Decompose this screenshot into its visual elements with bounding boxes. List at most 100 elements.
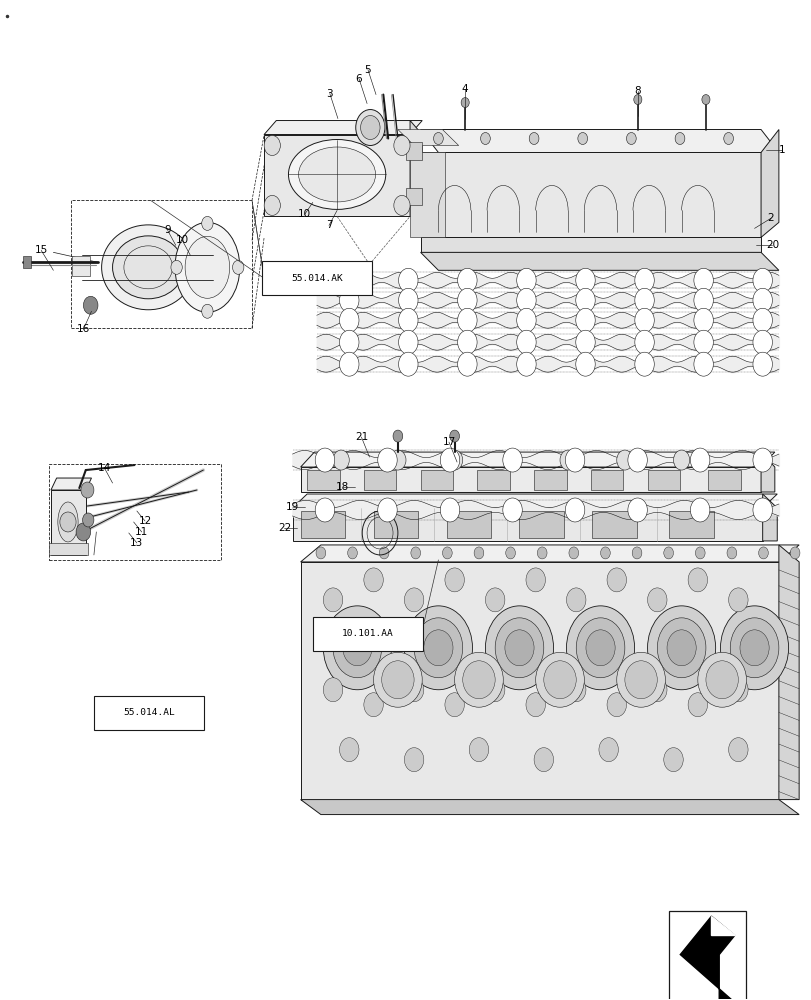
Circle shape [566, 606, 634, 690]
Ellipse shape [462, 661, 495, 699]
Circle shape [634, 352, 654, 376]
Text: 5: 5 [364, 65, 371, 75]
Circle shape [333, 450, 349, 470]
Text: 20: 20 [765, 240, 778, 250]
Circle shape [323, 678, 342, 702]
Polygon shape [410, 121, 422, 216]
Circle shape [457, 288, 477, 312]
Circle shape [516, 330, 535, 354]
Bar [300, 511, 345, 538]
Circle shape [516, 288, 535, 312]
Circle shape [339, 288, 358, 312]
Circle shape [526, 568, 545, 592]
Circle shape [398, 288, 418, 312]
Circle shape [404, 748, 423, 772]
Polygon shape [300, 467, 760, 492]
Text: 15: 15 [35, 245, 48, 255]
Text: 10: 10 [298, 209, 311, 219]
Polygon shape [680, 916, 734, 1000]
Polygon shape [300, 452, 774, 467]
Circle shape [232, 260, 243, 274]
Bar [477, 470, 509, 490]
Circle shape [433, 133, 443, 144]
Circle shape [752, 352, 771, 376]
Circle shape [752, 288, 771, 312]
Circle shape [323, 606, 391, 690]
FancyBboxPatch shape [94, 696, 204, 730]
Polygon shape [778, 545, 798, 800]
Circle shape [342, 630, 371, 666]
Circle shape [363, 568, 383, 592]
Circle shape [485, 606, 553, 690]
Polygon shape [410, 152, 444, 237]
Circle shape [689, 498, 709, 522]
Polygon shape [300, 562, 778, 800]
Polygon shape [762, 494, 776, 541]
Circle shape [444, 568, 464, 592]
Circle shape [170, 260, 182, 274]
Circle shape [607, 568, 626, 592]
Polygon shape [420, 130, 778, 152]
Ellipse shape [697, 652, 745, 707]
Polygon shape [420, 152, 760, 237]
Ellipse shape [381, 661, 414, 699]
Circle shape [315, 547, 325, 559]
Circle shape [457, 308, 477, 332]
Circle shape [446, 450, 462, 470]
Circle shape [646, 678, 666, 702]
Text: 55.014.AK: 55.014.AK [290, 274, 342, 283]
Circle shape [398, 268, 418, 292]
Circle shape [701, 95, 709, 105]
Circle shape [632, 547, 642, 559]
Polygon shape [24, 256, 32, 268]
Circle shape [339, 330, 358, 354]
Circle shape [687, 568, 706, 592]
Circle shape [377, 498, 397, 522]
Polygon shape [292, 494, 776, 508]
Circle shape [560, 450, 576, 470]
Ellipse shape [705, 661, 737, 699]
Circle shape [505, 547, 515, 559]
Circle shape [656, 618, 705, 678]
Circle shape [727, 738, 747, 762]
Circle shape [485, 678, 504, 702]
Circle shape [516, 352, 535, 376]
Text: 6: 6 [355, 74, 362, 84]
Circle shape [757, 547, 767, 559]
Circle shape [474, 547, 483, 559]
Bar [72, 256, 90, 276]
Circle shape [457, 352, 477, 376]
Circle shape [60, 512, 76, 532]
Circle shape [398, 330, 418, 354]
Circle shape [693, 268, 712, 292]
Bar [668, 511, 713, 538]
Text: 12: 12 [138, 516, 152, 526]
Circle shape [564, 448, 584, 472]
Circle shape [76, 523, 91, 541]
Polygon shape [710, 916, 734, 935]
Ellipse shape [298, 147, 375, 202]
Circle shape [726, 547, 736, 559]
Polygon shape [406, 188, 422, 205]
Circle shape [502, 448, 521, 472]
Circle shape [666, 630, 695, 666]
Ellipse shape [101, 225, 195, 310]
Circle shape [410, 547, 420, 559]
Circle shape [566, 588, 586, 612]
Circle shape [393, 136, 410, 155]
Circle shape [264, 195, 280, 215]
Bar [307, 470, 339, 490]
Circle shape [457, 268, 477, 292]
Polygon shape [292, 508, 762, 541]
FancyBboxPatch shape [261, 261, 371, 295]
Text: 21: 21 [354, 432, 367, 442]
Circle shape [575, 288, 594, 312]
Text: 7: 7 [325, 220, 332, 230]
Circle shape [693, 288, 712, 312]
Circle shape [502, 498, 521, 522]
Circle shape [689, 448, 709, 472]
Text: 10.101.AA: 10.101.AA [341, 629, 393, 638]
Circle shape [379, 547, 388, 559]
Circle shape [393, 195, 410, 215]
Circle shape [566, 678, 586, 702]
